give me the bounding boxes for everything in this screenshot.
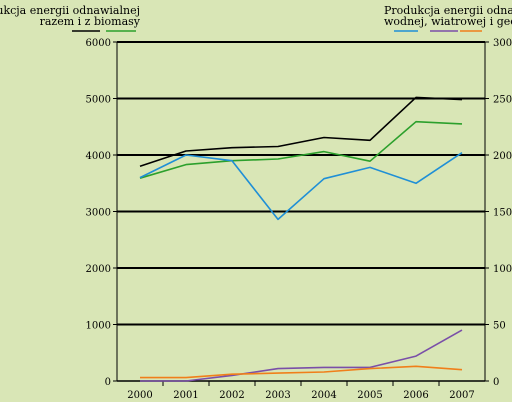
legend-right-line1: Produkcja energii odnawi bbox=[384, 4, 512, 17]
grid-lines bbox=[116, 41, 486, 382]
left-tick-label: 4000 bbox=[86, 151, 111, 162]
left-tick-label: 0 bbox=[105, 377, 111, 388]
left-tick-label: 6000 bbox=[86, 38, 111, 49]
right-tick-label: 100 bbox=[493, 264, 512, 275]
series-line-0 bbox=[139, 96, 463, 168]
x-tick-label: 2005 bbox=[357, 390, 382, 401]
right-axis-ticks: 0 50 100 150 200 250 300 bbox=[485, 38, 512, 388]
series-line-4 bbox=[140, 365, 463, 379]
x-tick-label: 2004 bbox=[311, 390, 336, 401]
legend-left-line2: razem i z biomasy bbox=[40, 15, 141, 28]
x-tick-label: 2001 bbox=[173, 390, 198, 401]
left-tick-label: 3000 bbox=[86, 208, 111, 219]
x-axis-ticks: 2000 2001 2002 2003 2004 2005 2006 2007 bbox=[127, 381, 475, 401]
legend-left-line1: Produkcja energii odnawialnej bbox=[0, 4, 140, 17]
right-tick-label: 50 bbox=[493, 321, 506, 332]
x-tick-label: 2003 bbox=[265, 390, 290, 401]
x-tick-label: 2002 bbox=[219, 390, 244, 401]
series-line-2 bbox=[139, 152, 463, 221]
right-tick-label: 150 bbox=[493, 208, 512, 219]
series-line-3 bbox=[140, 329, 463, 382]
right-tick-label: 300 bbox=[493, 38, 512, 49]
x-tick-label: 2006 bbox=[403, 390, 428, 401]
left-tick-label: 1000 bbox=[86, 321, 111, 332]
right-tick-label: 0 bbox=[493, 377, 499, 388]
series-line-1 bbox=[139, 120, 463, 179]
x-tick-label: 2007 bbox=[449, 390, 474, 401]
left-tick-label: 5000 bbox=[86, 95, 111, 106]
left-axis-ticks: 0 1000 2000 3000 4000 5000 6000 bbox=[86, 38, 117, 388]
x-tick-label: 2000 bbox=[127, 390, 152, 401]
left-tick-label: 2000 bbox=[86, 264, 111, 275]
series-lines bbox=[139, 96, 463, 382]
legend-right-line2: wodnej, wiatrowej i geoterm bbox=[384, 15, 512, 28]
right-tick-label: 250 bbox=[493, 95, 512, 106]
right-tick-label: 200 bbox=[493, 151, 512, 162]
